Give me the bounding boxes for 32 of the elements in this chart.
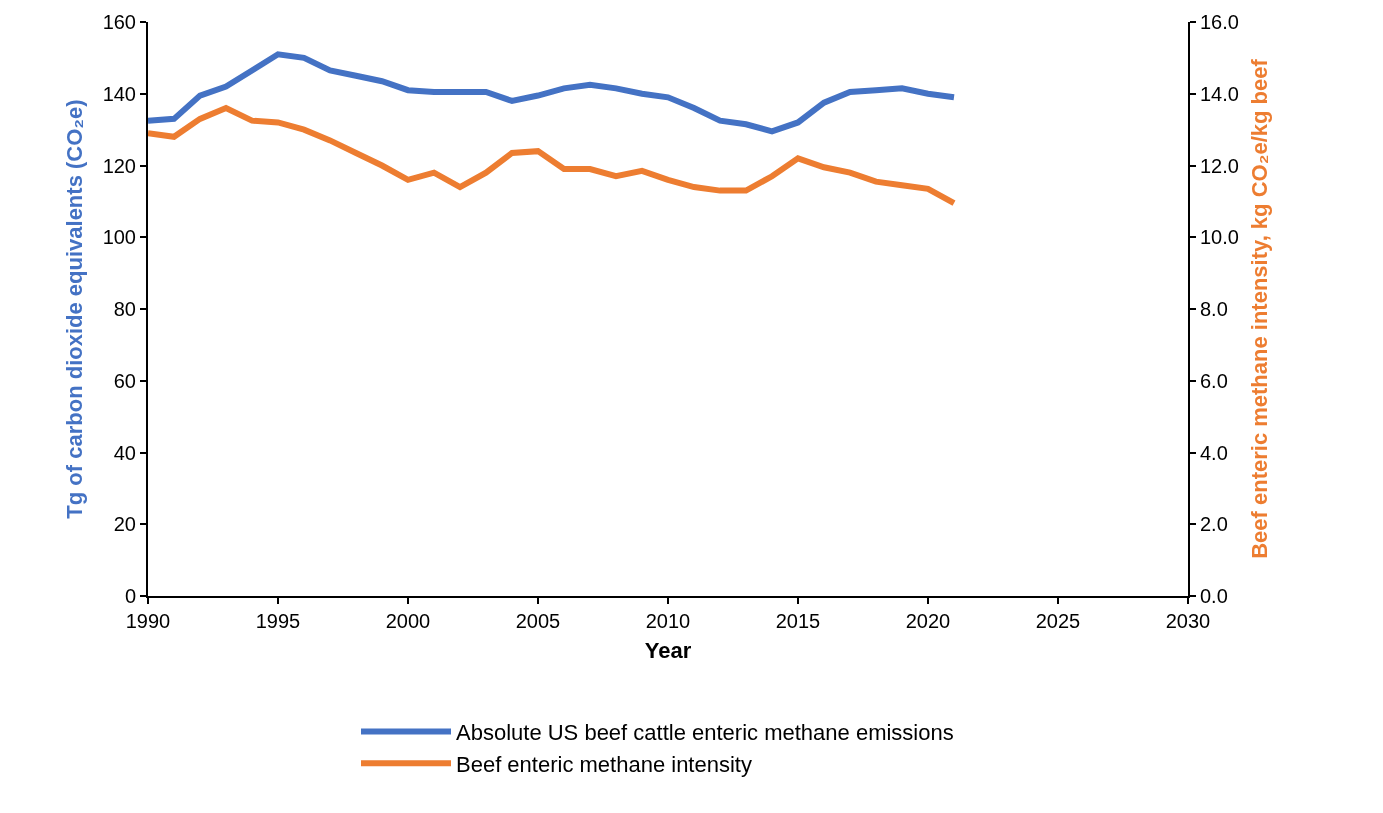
y-tick-label: 20: [113, 513, 136, 536]
x-tick-label: 2020: [905, 610, 951, 632]
y-tick-label: 140: [102, 82, 136, 105]
legend-label: Absolute US beef cattle enteric methane emissions: [456, 720, 954, 746]
x-tick-label: 2005: [515, 610, 561, 632]
y2-tick-label: 6.0: [1200, 369, 1228, 392]
x-tick-label: 2015: [775, 610, 821, 632]
y2-tick-label: 8.0: [1200, 298, 1228, 320]
x-axis-title: Year: [644, 638, 692, 664]
y-tick-label: 80: [113, 298, 136, 320]
y2-tick-label: 12.0: [1200, 154, 1239, 177]
y-tick-label: 160: [102, 11, 136, 33]
y2-tick-label: 0.0: [1200, 585, 1228, 607]
x-tick-label: 1990: [125, 610, 171, 632]
x-tick-label: 1995: [255, 610, 301, 632]
x-tick-label: 2000: [385, 610, 431, 632]
y-tick-label: 120: [102, 154, 136, 177]
x-tick-label: 2010: [645, 610, 691, 632]
y2-tick-label: 14.0: [1200, 82, 1239, 105]
y2-tick-label: 10.0: [1200, 226, 1239, 249]
y2-tick-label: 16.0: [1200, 11, 1239, 33]
y-tick-label: 60: [113, 369, 136, 392]
y-axis-title: Tg of carbon dioxide equivalents (CO₂e): [61, 99, 87, 519]
x-tick-label: 2030: [1165, 610, 1211, 632]
y2-tick-label: 4.0: [1200, 441, 1228, 464]
legend-label: Beef enteric methane intensity: [456, 751, 752, 777]
y-tick-label: 40: [113, 441, 136, 464]
y-tick-label: 0: [124, 585, 136, 607]
y-tick-label: 100: [102, 226, 136, 249]
y2-axis-title: Beef enteric methane intensity, kg CO₂e/kg beef: [1247, 58, 1273, 559]
y2-tick-label: 2.0: [1200, 513, 1228, 536]
x-tick-label: 2025: [1035, 610, 1081, 632]
